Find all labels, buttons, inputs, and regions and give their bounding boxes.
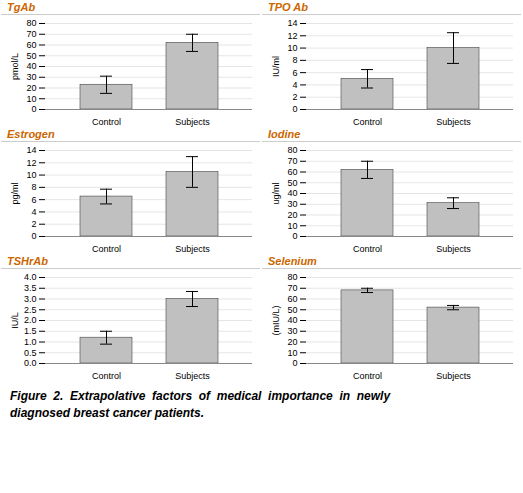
- svg-text:4: 4: [31, 207, 36, 217]
- svg-text:30: 30: [26, 72, 36, 82]
- svg-text:50: 50: [287, 305, 297, 315]
- svg-text:8: 8: [292, 55, 297, 65]
- svg-text:80: 80: [287, 145, 297, 155]
- html-text:diagnosed breast cancer patien: diagnosed breast cancer patients.: [10, 406, 205, 420]
- svg-text:3.5: 3.5: [24, 283, 37, 293]
- svg-text:0.0: 0.0: [24, 358, 37, 368]
- svg-text:60: 60: [26, 40, 36, 50]
- svg-text:0: 0: [292, 104, 297, 114]
- svg-text:70: 70: [287, 283, 297, 293]
- html-text:Selenium: Selenium: [268, 255, 317, 267]
- svg-text:70: 70: [287, 156, 297, 166]
- svg-text:12: 12: [287, 31, 297, 41]
- svg-text:60: 60: [287, 294, 297, 304]
- svg-text:pg/ml: pg/ml: [10, 182, 20, 204]
- svg-text:Control: Control: [353, 244, 382, 254]
- svg-text:4.0: 4.0: [24, 272, 37, 282]
- svg-text:6: 6: [292, 68, 297, 78]
- svg-text:80: 80: [26, 18, 36, 28]
- svg-text:10: 10: [26, 170, 36, 180]
- svg-text:6: 6: [31, 195, 36, 205]
- svg-text:1.0: 1.0: [24, 337, 37, 347]
- svg-text:60: 60: [287, 167, 297, 177]
- svg-text:Subjects: Subjects: [436, 117, 471, 127]
- svg-text:10: 10: [287, 348, 297, 358]
- svg-text:10: 10: [287, 221, 297, 231]
- svg-text:40: 40: [287, 188, 297, 198]
- svg-text:Control: Control: [92, 117, 121, 127]
- svg-text:(mIU/L): (mIU/L): [271, 306, 281, 336]
- svg-text:Subjects: Subjects: [175, 117, 210, 127]
- svg-text:2: 2: [292, 92, 297, 102]
- svg-text:2.0: 2.0: [24, 315, 37, 325]
- svg-text:Control: Control: [92, 371, 121, 381]
- svg-text:20: 20: [287, 337, 297, 347]
- svg-text:20: 20: [26, 83, 36, 93]
- svg-text:20: 20: [287, 210, 297, 220]
- html-text:Estrogen: Estrogen: [7, 128, 55, 140]
- svg-text:70: 70: [26, 29, 36, 39]
- svg-text:0: 0: [292, 231, 297, 241]
- svg-text:80: 80: [287, 272, 297, 282]
- svg-text:1.5: 1.5: [24, 326, 37, 336]
- svg-text:50: 50: [26, 51, 36, 61]
- svg-text:Subjects: Subjects: [436, 244, 471, 254]
- svg-text:0: 0: [292, 358, 297, 368]
- html-text:TgAb: TgAb: [7, 1, 36, 13]
- svg-text:0.5: 0.5: [24, 348, 37, 358]
- svg-text:14: 14: [26, 145, 36, 155]
- svg-text:Subjects: Subjects: [175, 244, 210, 254]
- svg-text:8: 8: [31, 182, 36, 192]
- svg-text:2.5: 2.5: [24, 305, 37, 315]
- svg-text:Control: Control: [353, 117, 382, 127]
- svg-text:Subjects: Subjects: [175, 371, 210, 381]
- svg-text:0: 0: [31, 104, 36, 114]
- html-text:Iodine: Iodine: [268, 128, 301, 140]
- svg-text:3.0: 3.0: [24, 294, 37, 304]
- svg-text:ug/ml: ug/ml: [271, 182, 281, 204]
- svg-text:2: 2: [31, 219, 36, 229]
- svg-text:30: 30: [287, 199, 297, 209]
- svg-text:10: 10: [26, 94, 36, 104]
- svg-text:Subjects: Subjects: [436, 371, 471, 381]
- svg-text:12: 12: [26, 158, 36, 168]
- svg-text:40: 40: [287, 315, 297, 325]
- svg-text:40: 40: [26, 61, 36, 71]
- svg-text:14: 14: [287, 18, 297, 28]
- svg-text:IU/ml: IU/ml: [271, 56, 281, 77]
- svg-text:pmol/L: pmol/L: [10, 53, 20, 80]
- svg-text:4: 4: [292, 80, 297, 90]
- html-text:Figure 2. Extrapolative factor: Figure 2. Extrapolative factors of medic…: [10, 389, 391, 403]
- svg-text:Control: Control: [353, 371, 382, 381]
- html-text:TSHrAb: TSHrAb: [7, 255, 48, 267]
- svg-text:0: 0: [31, 231, 36, 241]
- svg-text:50: 50: [287, 178, 297, 188]
- svg-text:IU/L: IU/L: [10, 312, 20, 329]
- html-text:TPO Ab: TPO Ab: [268, 1, 308, 13]
- svg-text:Control: Control: [92, 244, 121, 254]
- svg-text:30: 30: [287, 326, 297, 336]
- svg-text:10: 10: [287, 43, 297, 53]
